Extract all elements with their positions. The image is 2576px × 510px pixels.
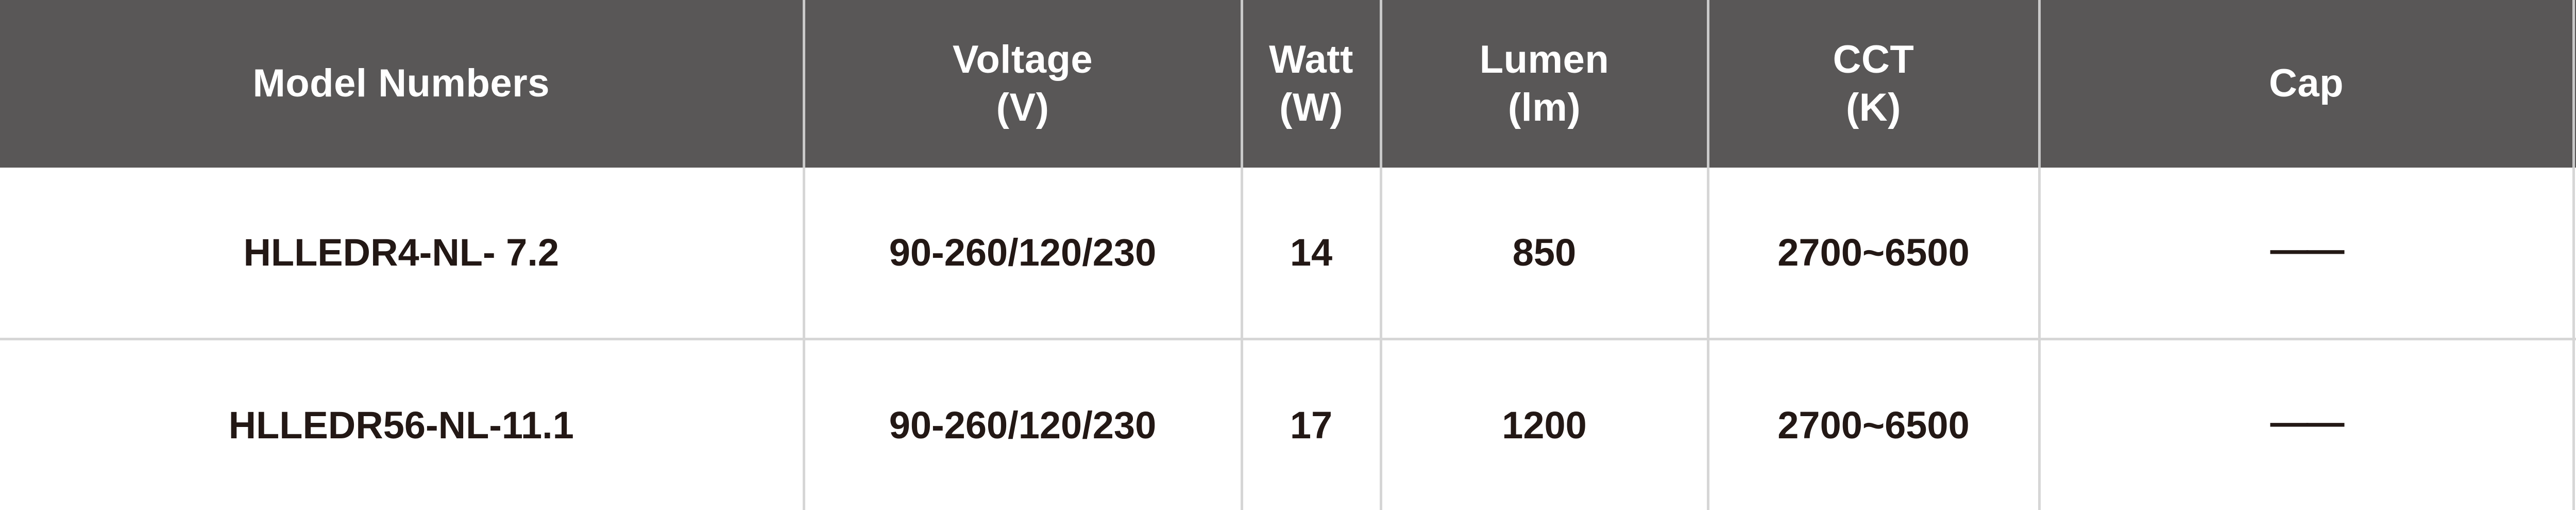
column-header-cct: CCT (K) (1708, 0, 2041, 168)
voltage-text: 90-260/120/230 (889, 231, 1157, 274)
header-label-line2: (lm) (1507, 85, 1581, 129)
column-header-cap: Cap (2039, 0, 2575, 168)
table-row: HLLEDR4-NL- 7.2 90-260/120/230 14 850 27… (0, 168, 2576, 340)
header-label-line1: CCT (1833, 37, 1914, 81)
header-label-line1: Cap (2268, 61, 2344, 106)
cap-dash-text: —— (2270, 228, 2345, 271)
cell-cct: 2700~6500 (1708, 168, 2041, 340)
cct-text: 2700~6500 (1777, 231, 1970, 274)
cell-voltage: 90-260/120/230 (804, 168, 1243, 340)
column-header-model-numbers: Model Numbers (0, 0, 805, 168)
lumen-text: 850 (1512, 231, 1577, 274)
header-row: Model Numbers Voltage (V) Watt (W) Lumen… (0, 0, 2576, 168)
cell-voltage: 90-260/120/230 (804, 339, 1243, 510)
cell-lumen: 1200 (1381, 339, 1709, 510)
header-label-line2: (V) (996, 85, 1049, 129)
header-label-line1: Model Numbers (252, 61, 550, 106)
cell-lumen: 850 (1381, 168, 1709, 340)
table-row: HLLEDR56-NL-11.1 90-260/120/230 17 1200 … (0, 339, 2576, 510)
column-header-voltage: Voltage (V) (804, 0, 1243, 168)
cell-watt: 17 (1242, 339, 1382, 510)
table-body: HLLEDR4-NL- 7.2 90-260/120/230 14 850 27… (0, 168, 2576, 510)
cell-cap: —— (2039, 339, 2575, 510)
column-header-watt: Watt (W) (1242, 0, 1382, 168)
cell-model-number: HLLEDR56-NL-11.1 (0, 339, 805, 510)
cell-model-number: HLLEDR4-NL- 7.2 (0, 168, 805, 340)
header-label-line1: Lumen (1479, 37, 1609, 81)
cell-cap: —— (2039, 168, 2575, 340)
cell-watt: 14 (1242, 168, 1382, 340)
cell-cct: 2700~6500 (1708, 339, 2041, 510)
watt-text: 14 (1290, 231, 1333, 274)
header-label-line2: (K) (1845, 85, 1901, 129)
watt-text: 17 (1290, 403, 1333, 447)
cell-size: 180*26 (2573, 339, 2576, 510)
cap-dash-text: —— (2270, 400, 2345, 443)
header-label-line2: (W) (1279, 85, 1343, 129)
header-label-line1: Watt (1269, 37, 1353, 81)
voltage-text: 90-260/120/230 (889, 403, 1157, 447)
model-number-text: HLLEDR4-NL- 7.2 (243, 231, 560, 274)
column-header-lumen: Lumen (lm) (1381, 0, 1709, 168)
column-header-size: Size (mm) (2573, 0, 2576, 168)
header-label-line1: Voltage (952, 37, 1093, 81)
cell-size: 125*26 (2573, 168, 2576, 340)
model-number-text: HLLEDR56-NL-11.1 (228, 403, 574, 447)
table-header: Model Numbers Voltage (V) Watt (W) Lumen… (0, 0, 2576, 168)
cct-text: 2700~6500 (1777, 403, 1970, 447)
lumen-text: 1200 (1502, 403, 1587, 447)
